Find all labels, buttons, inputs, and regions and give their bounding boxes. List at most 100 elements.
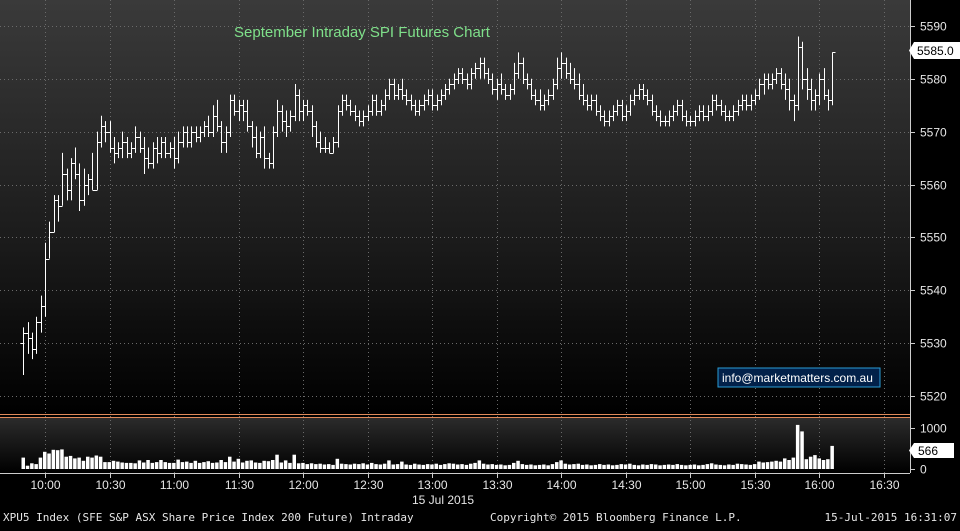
volume-bar xyxy=(142,462,146,469)
volume-bar xyxy=(365,464,370,469)
volume-bar xyxy=(176,459,180,469)
volume-bar xyxy=(348,464,352,469)
volume-bar xyxy=(602,464,606,469)
volume-bar xyxy=(740,464,744,469)
last-price-label: 5585.0 xyxy=(917,44,954,58)
volume-bar xyxy=(813,455,817,469)
volume-bar xyxy=(438,464,443,469)
volume-bar xyxy=(722,465,727,469)
time-tick-label: 11:30 xyxy=(225,478,254,492)
volume-bar xyxy=(701,464,705,469)
volume-bar xyxy=(43,451,47,469)
volume-bar xyxy=(167,462,172,469)
volume-bar xyxy=(658,465,662,469)
volume-bar xyxy=(464,464,469,469)
volume-bar xyxy=(494,464,499,469)
volume-bar xyxy=(51,449,56,469)
volume-bar xyxy=(86,456,90,469)
volume-bar xyxy=(150,462,155,469)
volume-bar xyxy=(25,465,30,469)
footer-copyright: Copyright© 2015 Bloomberg Finance L.P. xyxy=(490,511,742,524)
price-tick-label: 5550 xyxy=(920,231,947,245)
volume-bar xyxy=(533,465,537,469)
volume-bar xyxy=(81,460,86,469)
volume-bar xyxy=(236,458,241,469)
time-tick-label: 10:00 xyxy=(30,478,60,492)
volume-bar xyxy=(632,464,636,469)
volume-bar xyxy=(662,464,667,469)
volume-bar xyxy=(90,457,94,469)
volume-bar xyxy=(808,456,813,469)
volume-bar xyxy=(675,464,679,469)
volume-bar xyxy=(692,464,697,469)
volume-bar xyxy=(370,462,374,469)
volume-bar xyxy=(555,462,559,469)
volume-bar xyxy=(395,464,400,469)
volume-bar xyxy=(821,460,826,469)
volume-bar xyxy=(206,461,210,469)
footer-security: XPU5 Index (SFE S&P ASX Share Price Inde… xyxy=(3,511,414,524)
price-bars xyxy=(20,36,836,375)
volume-bar xyxy=(301,462,305,469)
volume-bar xyxy=(752,464,757,469)
volume-bar xyxy=(38,457,43,469)
volume-bar xyxy=(718,464,722,469)
volume-bar xyxy=(460,464,464,469)
volume-bar xyxy=(228,456,232,469)
volume-bar xyxy=(404,464,408,469)
volume-bar xyxy=(378,464,383,469)
volume-bar xyxy=(344,464,348,469)
volume-bar xyxy=(331,464,335,469)
volume-bar xyxy=(240,462,245,469)
volume-bar xyxy=(619,464,623,469)
volume-bar xyxy=(529,464,533,469)
watermark-text[interactable]: info@marketmatters.com.au xyxy=(722,371,873,385)
volume-bar xyxy=(180,462,185,469)
volume-bar xyxy=(232,461,236,469)
volume-bar xyxy=(361,463,365,469)
watermark-box[interactable]: info@marketmatters.com.au xyxy=(717,367,881,388)
volume-bar xyxy=(159,460,163,469)
volume-bar xyxy=(129,462,133,469)
price-panel-background xyxy=(0,0,910,414)
volume-tick-label: 0 xyxy=(920,463,927,477)
volume-bar xyxy=(279,462,284,469)
volume-tick-label: 1000 xyxy=(920,422,947,436)
volume-bar xyxy=(615,464,619,469)
time-tick-label: 16:30 xyxy=(869,478,899,492)
time-tick-label: 15:30 xyxy=(740,478,770,492)
volume-bar xyxy=(791,457,796,469)
price-tick-label: 5570 xyxy=(920,126,947,140)
volume-bar xyxy=(628,463,632,469)
volume-bar xyxy=(98,456,103,469)
volume-bar xyxy=(503,465,507,469)
volume-bar xyxy=(116,461,120,469)
volume-bar xyxy=(507,464,512,469)
volume-bar xyxy=(322,464,327,469)
volume-bar xyxy=(292,454,296,469)
volume-bar xyxy=(761,462,765,469)
volume-bar xyxy=(288,462,292,469)
volume-bar xyxy=(154,462,159,469)
volume-bar xyxy=(417,464,421,469)
volume-bar xyxy=(133,463,137,469)
volume-bar xyxy=(357,464,361,469)
volume-bar xyxy=(77,457,81,469)
volume-bar xyxy=(451,463,456,469)
volume-bar xyxy=(490,464,494,469)
volume-bar xyxy=(731,464,735,469)
volume-bar xyxy=(456,464,460,469)
time-tick-label: 16:00 xyxy=(804,478,834,492)
volume-bar xyxy=(193,460,198,469)
volume-bar xyxy=(714,464,718,469)
volume-bar xyxy=(567,464,572,469)
volume-bar xyxy=(589,465,593,469)
time-tick-label: 14:00 xyxy=(546,478,576,492)
volume-bar xyxy=(546,465,550,469)
volume-bar xyxy=(305,464,309,469)
volume-bar xyxy=(727,464,731,469)
volume-bar xyxy=(473,462,477,469)
price-tick-label: 5520 xyxy=(920,390,947,404)
